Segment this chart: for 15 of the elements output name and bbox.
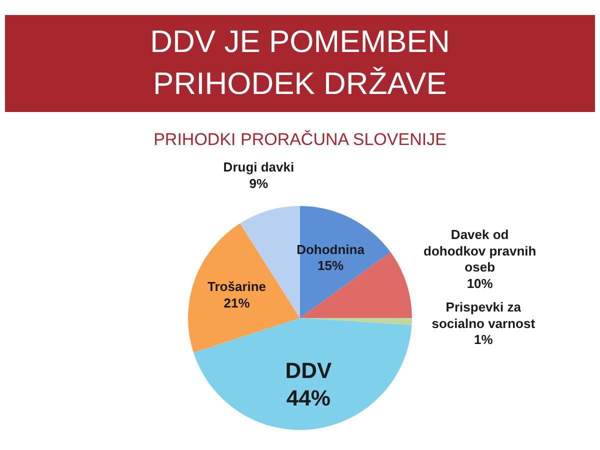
chart-subtitle: PRIHODKI PRORAČUNA SLOVENIJE [154, 130, 446, 149]
slice-label: Drugi davki [223, 160, 294, 175]
slice-label: Prispevki za socialno varnost [432, 300, 536, 331]
slice-label: Davek od dohodkov pravnih oseb [424, 227, 536, 275]
data-label: 1% [474, 332, 494, 348]
data-label: 10% [466, 276, 494, 291]
pie-slice [193, 318, 412, 430]
slice-label: Dohodnina [296, 242, 366, 257]
slice-label: DDV [285, 358, 332, 383]
slice-label: Trošarine [208, 279, 266, 294]
data-label: 44% [286, 385, 330, 410]
data-label: 9% [249, 176, 269, 191]
chart-title: DDV JE POMEMBEN PRIHODEK DRŽAVE [150, 24, 450, 101]
data-label: 15% [317, 258, 344, 274]
data-label: 21% [224, 295, 250, 310]
